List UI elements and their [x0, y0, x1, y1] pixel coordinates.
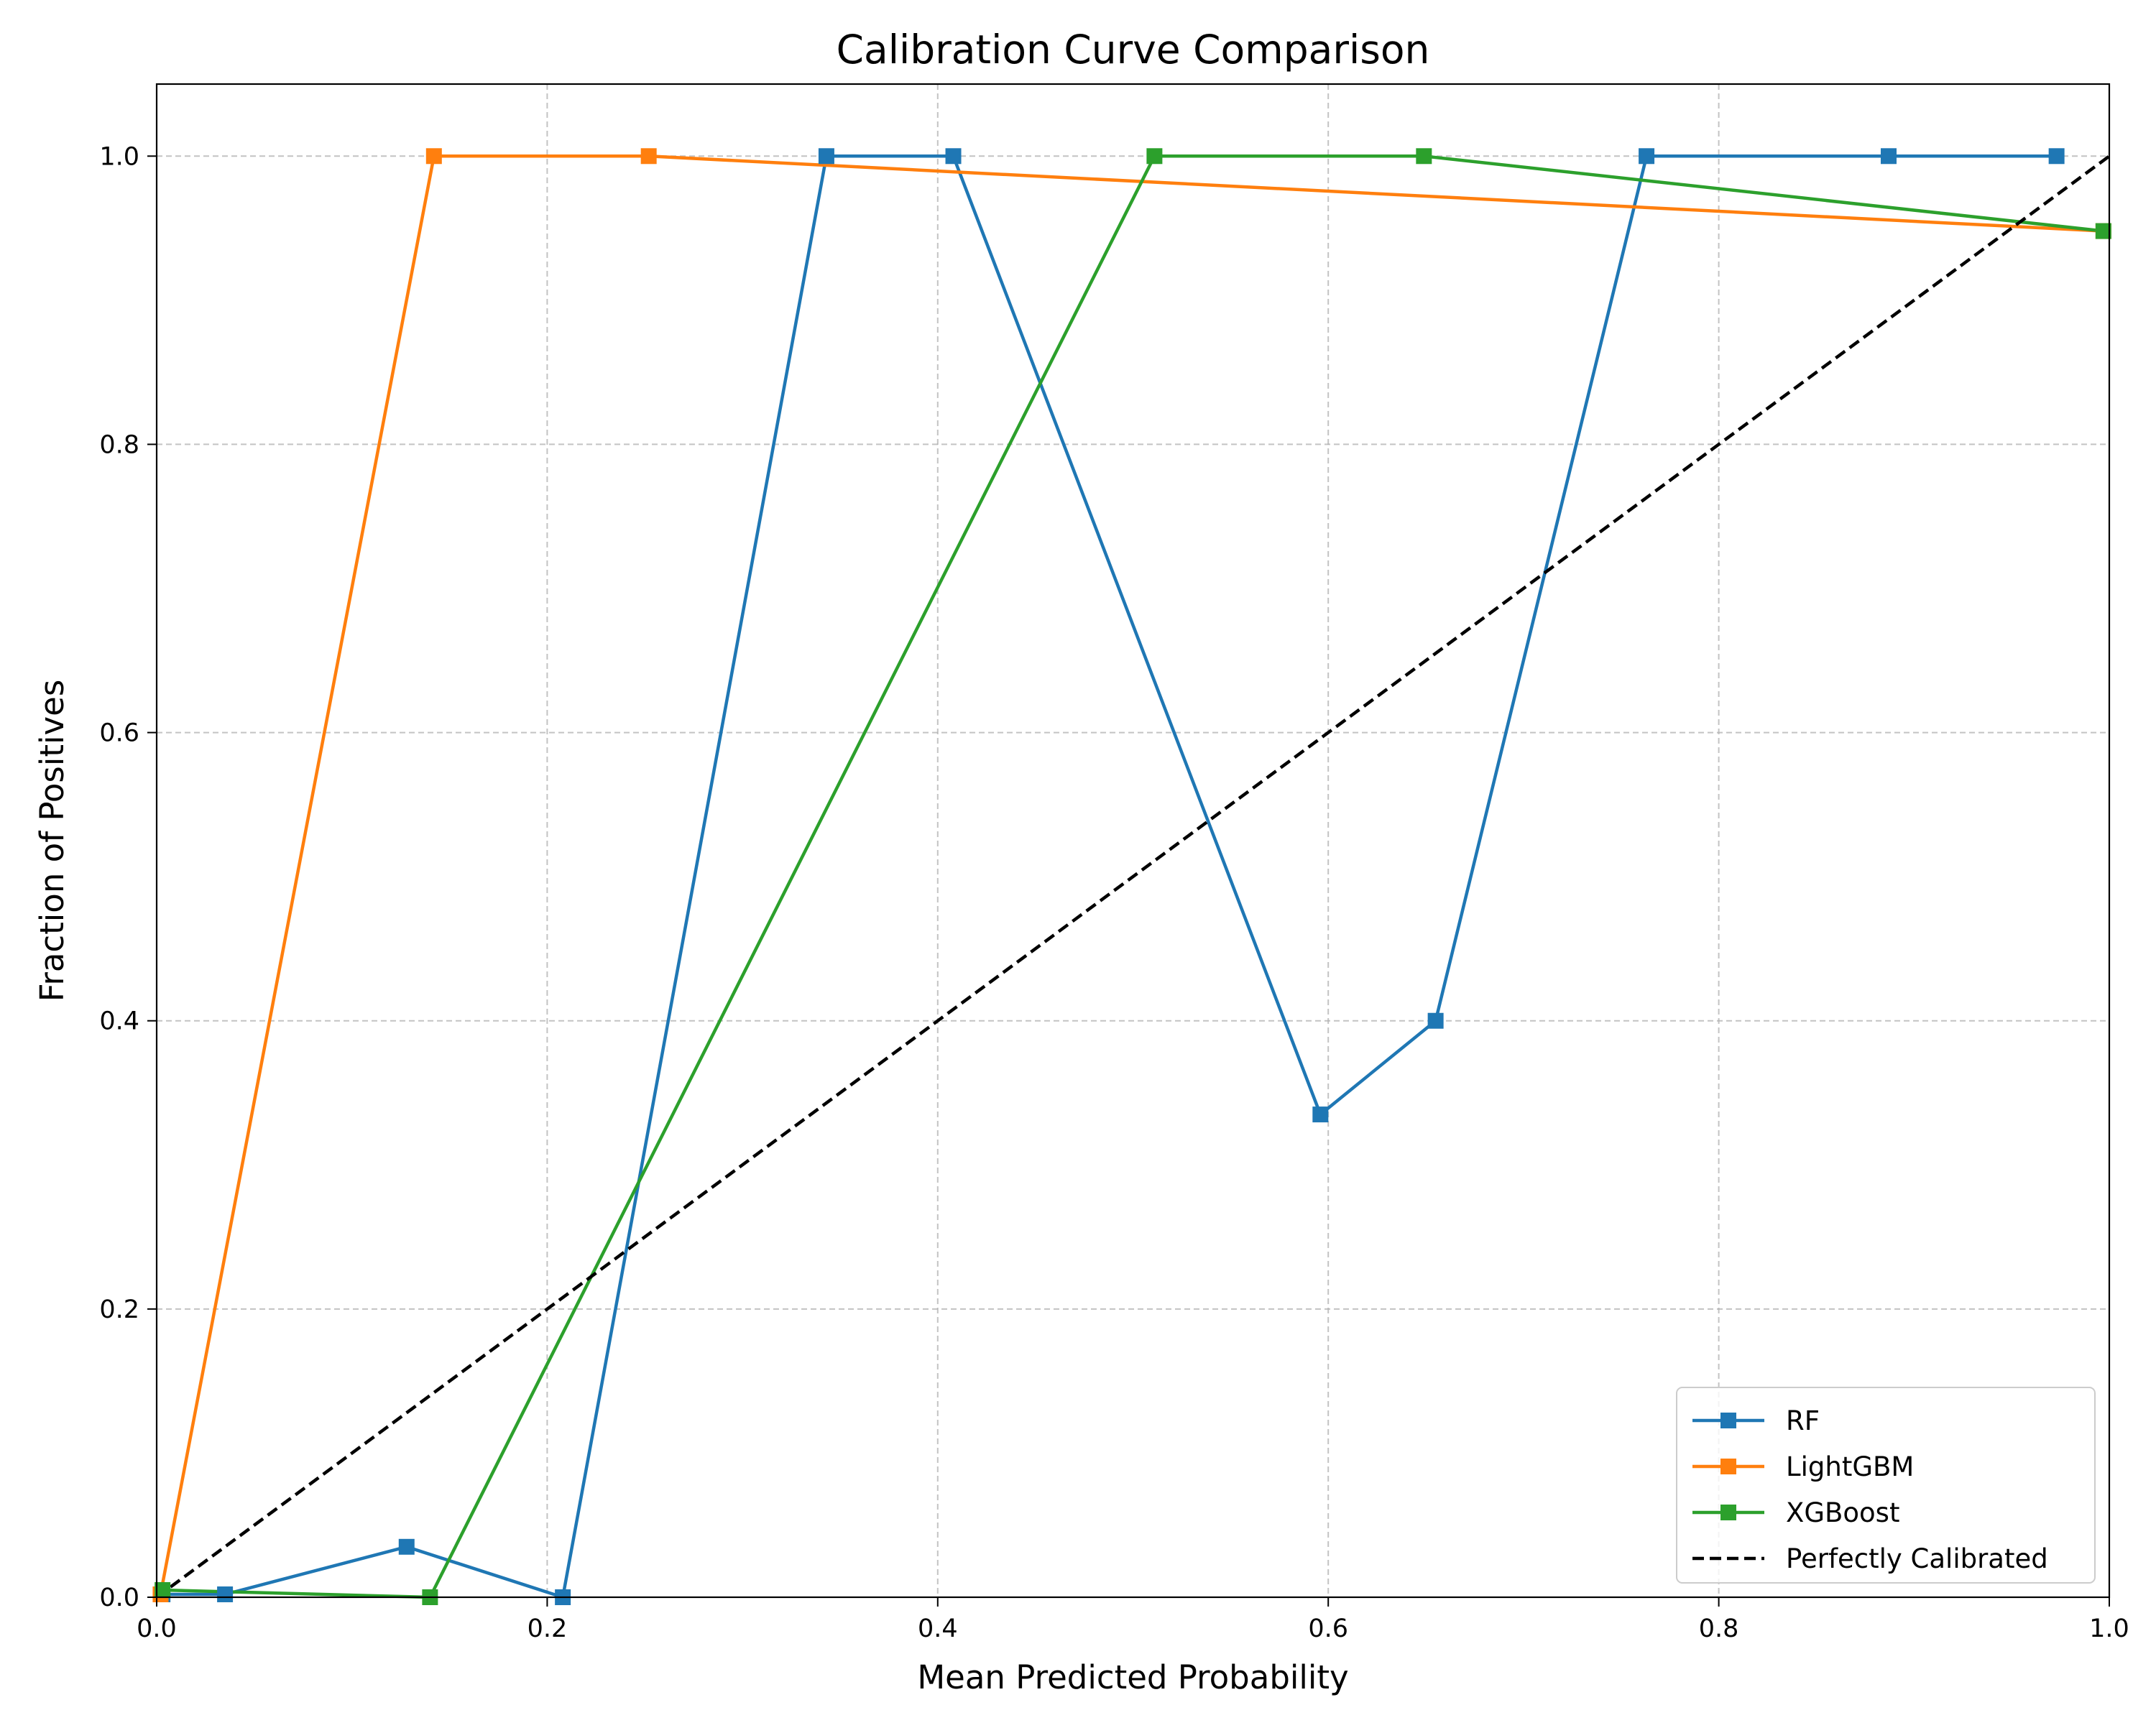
y-tick-label: 0.4 [99, 1007, 139, 1036]
data-point-xgboost [1146, 148, 1163, 165]
chart-title: Calibration Curve Comparison [837, 27, 1430, 73]
series-markers [152, 148, 2111, 1605]
legend: RF LightGBM XGBoost Perfectly Calibrated [1676, 1387, 2096, 1584]
data-point-rf [1639, 148, 1655, 165]
data-point-rf [2048, 148, 2065, 165]
x-tick-label: 0.0 [137, 1614, 177, 1643]
series-line-perfectly-calibrated [155, 154, 2111, 1599]
x-tick-label: 0.2 [528, 1614, 568, 1643]
y-tick-label: 0.6 [99, 719, 139, 748]
y-tick-label: 0.0 [99, 1584, 139, 1612]
data-point-rf [1312, 1106, 1329, 1123]
x-tick-label: 0.6 [1308, 1614, 1348, 1643]
legend-label: XGBoost [1786, 1497, 1899, 1528]
data-point-rf [1427, 1012, 1444, 1029]
legend-label: LightGBM [1786, 1451, 1914, 1482]
data-point-rf [217, 1586, 234, 1602]
series-line-lightgbm [159, 154, 2104, 1595]
x-tick-label: 1.0 [2089, 1614, 2129, 1643]
legend-label: Perfectly Calibrated [1786, 1543, 2048, 1574]
data-point-xgboost [155, 1581, 171, 1598]
data-point-xgboost [2095, 223, 2111, 239]
data-point-rf [1880, 148, 1897, 165]
data-point-lightgbm [640, 148, 657, 165]
legend-box [1676, 1387, 2096, 1584]
data-point-rf [398, 1538, 415, 1555]
legend-marker-rf [1720, 1413, 1736, 1428]
x-tick-label: 0.4 [918, 1614, 958, 1643]
y-tick-label: 0.8 [99, 430, 139, 459]
data-point-rf [945, 148, 962, 165]
legend-marker-lightgbm [1720, 1459, 1736, 1474]
data-point-lightgbm [425, 148, 442, 165]
x-tick-label: 0.8 [1699, 1614, 1739, 1643]
data-point-rf [818, 148, 834, 165]
y-tick-label: 0.2 [99, 1295, 139, 1324]
ticks: 0.0 0.2 0.4 0.6 0.8 1.0 0.0 0.2 0.4 0.6 0.8 1.0 [99, 142, 2129, 1643]
axes-frame [155, 83, 2111, 1599]
y-axis-label: Fraction of Positives [33, 680, 71, 1002]
data-point-xgboost [1416, 148, 1432, 165]
legend-marker-xgboost [1720, 1505, 1736, 1520]
y-tick-label: 1.0 [99, 142, 139, 171]
legend-label: RF [1786, 1405, 1820, 1436]
x-axis-label: Mean Predicted Probability [917, 1658, 1348, 1696]
